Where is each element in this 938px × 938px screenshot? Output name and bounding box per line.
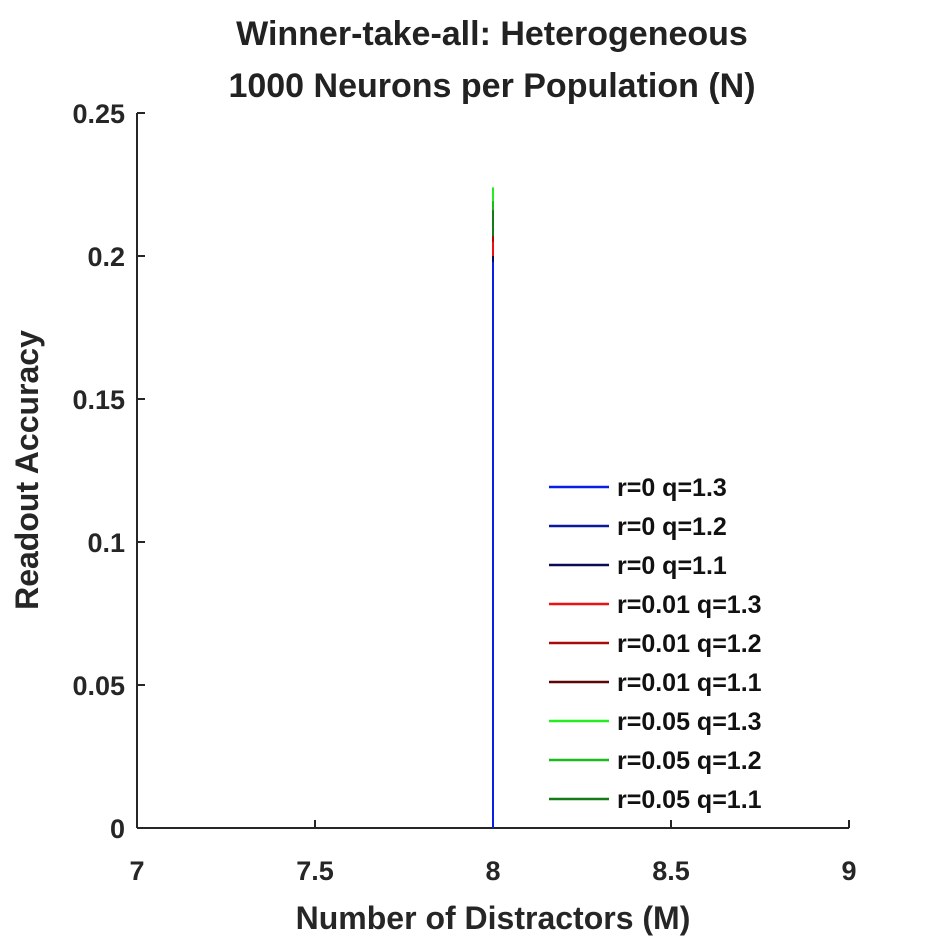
y-tick-label: 0.15 [72, 385, 125, 415]
legend-item: r=0 q=1.3 [549, 474, 727, 502]
legend-item: r=0.01 q=1.2 [549, 630, 762, 658]
legend-label: r=0 q=1.2 [617, 513, 727, 541]
x-axis-title: Number of Distractors (M) [296, 900, 691, 936]
legend-item: r=0 q=1.2 [549, 513, 727, 541]
y-tick-label: 0.25 [72, 99, 125, 129]
y-tick-label: 0 [110, 814, 125, 844]
legend: r=0 q=1.3 r=0 q=1.2 r=0 q=1.1 r=0.01 q=1.3 r… [549, 474, 762, 814]
legend-label: r=0.05 q=1.1 [617, 786, 762, 814]
legend-item: r=0.01 q=1.3 [549, 591, 762, 619]
legend-label: r=0.01 q=1.3 [617, 591, 762, 619]
legend-item: r=0.05 q=1.2 [549, 747, 762, 775]
y-axis-title: Readout Accuracy [9, 330, 45, 610]
legend-label: r=0 q=1.3 [617, 474, 727, 502]
legend-label: r=0.05 q=1.2 [617, 747, 762, 775]
legend-item: r=0.05 q=1.3 [549, 708, 762, 736]
legend-item: r=0 q=1.1 [549, 552, 727, 580]
legend-label: r=0.01 q=1.1 [617, 669, 762, 697]
y-tick-label: 0.1 [87, 528, 125, 558]
legend-label: r=0 q=1.1 [617, 552, 727, 580]
x-tick-label: 9 [841, 856, 856, 886]
x-tick-label: 8 [485, 856, 500, 886]
chart-subtitle: 1000 Neurons per Population (N) [228, 67, 756, 105]
x-tick-label: 7 [129, 856, 144, 886]
x-tick-label: 7.5 [296, 856, 334, 886]
y-tick-label: 0.05 [72, 671, 125, 701]
y-tick-label: 0.2 [87, 242, 125, 272]
legend-label: r=0.05 q=1.3 [617, 708, 762, 736]
legend-label: r=0.01 q=1.2 [617, 630, 762, 658]
chart-title: Winner-take-all: Heterogeneous [236, 15, 748, 53]
legend-item: r=0.01 q=1.1 [549, 669, 762, 697]
x-tick-label: 8.5 [652, 856, 690, 886]
legend-item: r=0.05 q=1.1 [549, 786, 762, 814]
